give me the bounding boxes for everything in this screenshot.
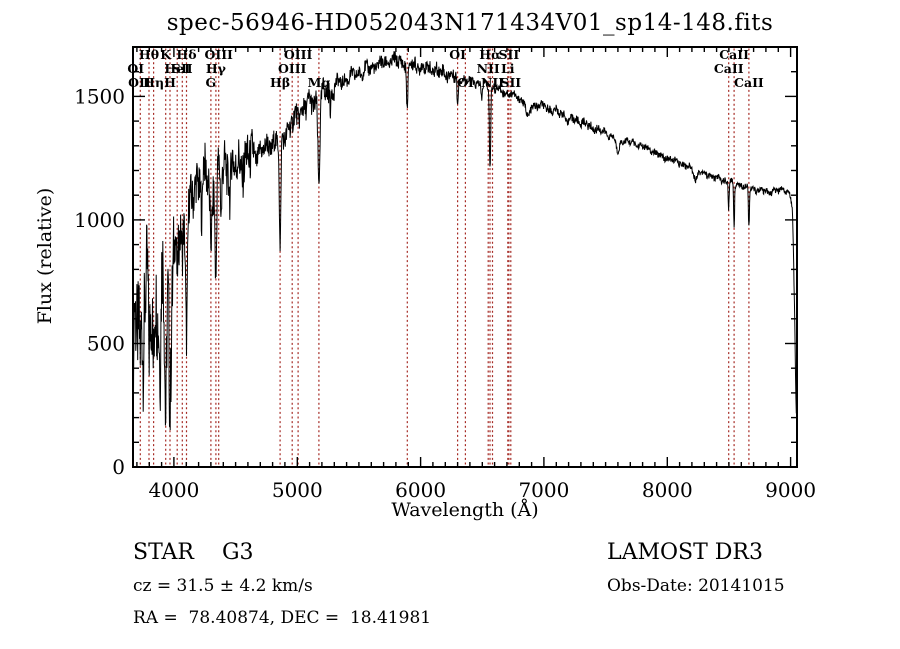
spectral-line-label: Hα	[479, 47, 501, 62]
spectral-line-label: HeI	[164, 61, 190, 76]
spectrum-curve	[132, 51, 797, 467]
spectral-line-label: OI	[127, 61, 144, 76]
y-tick-label: 1000	[74, 208, 125, 232]
cz-value: cz = 31.5 ± 4.2 km/s	[133, 576, 313, 596]
spectral-line-label: NII	[477, 61, 500, 76]
spectral-line-label: Hγ	[206, 61, 227, 76]
spectral-line-label: SII	[500, 75, 521, 90]
survey-label: LAMOST DR3	[607, 540, 763, 565]
figure-title: spec-56946-HD052043N171434V01_sp14-148.f…	[166, 10, 774, 36]
ra-dec-value: RA = 78.40874, DEC = 18.41981	[133, 608, 432, 628]
x-tick-label: 5000	[272, 478, 323, 502]
spectral-line-label: G	[206, 75, 217, 90]
spectral-line-label: OIII	[284, 47, 313, 62]
plot-frame	[132, 46, 798, 468]
x-tick-label: 9000	[765, 478, 816, 502]
y-tick-label: 0	[112, 455, 125, 479]
x-tick-label: 8000	[642, 478, 693, 502]
x-tick-label: 7000	[518, 478, 569, 502]
x-tick-label: 4000	[148, 478, 199, 502]
spectral-line-label: SII	[499, 47, 520, 62]
spectral-line-label: CaII	[734, 75, 764, 90]
x-axis-label: Wavelength (Å)	[391, 499, 539, 521]
obs-date-value: Obs-Date: 20141015	[607, 576, 785, 596]
y-axis-label: Flux (relative)	[34, 187, 56, 325]
spectral-line-label: Hδ	[176, 47, 196, 62]
spectral-line-label: H	[164, 75, 176, 90]
y-tick-label: 1500	[74, 84, 125, 108]
x-tick-label: 6000	[395, 478, 446, 502]
spectral-line-label: Hθ	[139, 47, 159, 62]
spectral-line-label: SII	[172, 61, 193, 76]
spectral-line-label: OIII	[278, 61, 307, 76]
spectral-line-label: Mg	[308, 75, 331, 90]
spectral-line-label: CaII	[719, 47, 749, 62]
spectral-line-label: OI	[449, 47, 466, 62]
spectral-line-label: OIII	[204, 47, 233, 62]
object-class-label: STAR G3	[133, 540, 254, 565]
spectral-line-label: Hη	[143, 75, 164, 90]
spectral-line-label: Hβ	[270, 75, 290, 90]
spectral-line-label: K	[160, 47, 172, 62]
spectral-line-label: CaII	[714, 61, 744, 76]
y-tick-label: 500	[87, 332, 125, 356]
spectral-line-label: Li	[501, 61, 515, 76]
